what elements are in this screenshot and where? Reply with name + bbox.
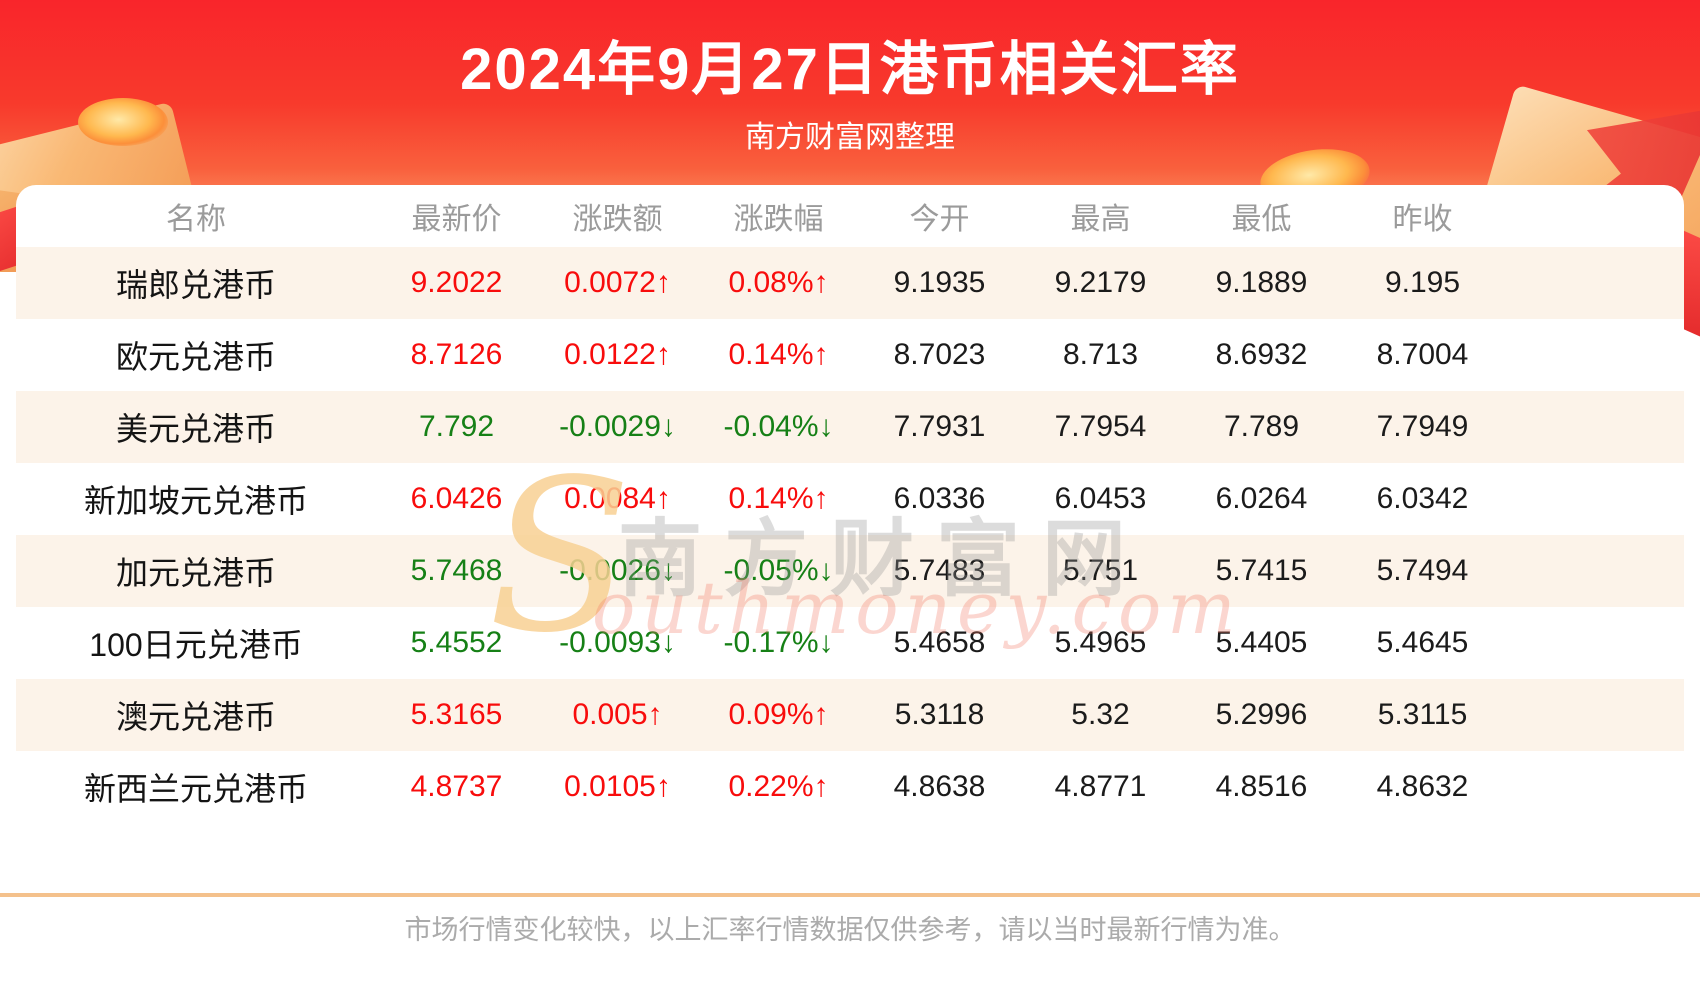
table-header-row: 名称 最新价 涨跌额 涨跌幅 今开 最高 最低 昨收 <box>16 185 1684 247</box>
low-value: 9.1889 <box>1215 266 1308 299</box>
change-percent-value: 0.14%↑ <box>728 338 829 371</box>
prev-close-value: 6.0342 <box>1376 482 1469 515</box>
last-price-value: 5.3165 <box>410 698 503 731</box>
change-percent-value: 0.22%↑ <box>728 770 829 803</box>
open-value: 9.1935 <box>893 266 986 299</box>
change-percent-value: 0.08%↑ <box>728 266 829 299</box>
currency-pair-name: 加元兑港币 <box>115 555 276 591</box>
high-value: 5.751 <box>1062 554 1139 587</box>
column-header-name: 名称 <box>166 203 226 236</box>
table-row: 欧元兑港币 8.7126 0.0122↑ 0.14%↑ 8.7023 8.713… <box>16 319 1684 391</box>
currency-pair-name: 瑞郎兑港币 <box>115 267 276 303</box>
change-percent-value: -0.17%↓ <box>723 626 834 659</box>
table-row: 美元兑港币 7.792 -0.0029↓ -0.04%↓ 7.7931 7.79… <box>16 391 1684 463</box>
currency-pair-name: 澳元兑港币 <box>115 699 276 735</box>
currency-pair-name: 新西兰元兑港币 <box>83 771 308 807</box>
last-price-value: 5.4552 <box>410 626 503 659</box>
low-value: 5.4405 <box>1215 626 1308 659</box>
high-value: 4.8771 <box>1054 770 1147 803</box>
footer-divider <box>0 893 1700 897</box>
table-row: 新加坡元兑港币 6.0426 0.0084↑ 0.14%↑ 6.0336 6.0… <box>16 463 1684 535</box>
table-row: 加元兑港币 5.7468 -0.0026↓ -0.05%↓ 5.7483 5.7… <box>16 535 1684 607</box>
high-value: 7.7954 <box>1054 410 1147 443</box>
prev-close-value: 5.4645 <box>1376 626 1469 659</box>
open-value: 4.8638 <box>893 770 986 803</box>
last-price-value: 7.792 <box>418 410 495 443</box>
high-value: 6.0453 <box>1054 482 1147 515</box>
low-value: 6.0264 <box>1215 482 1308 515</box>
high-value: 5.32 <box>1071 698 1130 731</box>
open-value: 8.7023 <box>893 338 986 371</box>
prev-close-value: 9.195 <box>1384 266 1461 299</box>
currency-pair-name: 新加坡元兑港币 <box>83 483 308 519</box>
open-value: 5.4658 <box>893 626 986 659</box>
currency-pair-name: 100日元兑港币 <box>89 627 303 663</box>
column-header-prev: 昨收 <box>1392 203 1453 236</box>
prev-close-value: 4.8632 <box>1376 770 1469 803</box>
low-value: 7.789 <box>1223 410 1300 443</box>
column-header-high: 最高 <box>1070 203 1131 236</box>
page-subtitle: 南方财富网整理 <box>745 121 955 154</box>
last-price-value: 9.2022 <box>410 266 503 299</box>
change-amount-value: 0.0072↑ <box>564 266 671 299</box>
low-value: 5.7415 <box>1215 554 1308 587</box>
change-amount-value: 0.005↑ <box>572 698 663 731</box>
low-value: 8.6932 <box>1215 338 1308 371</box>
low-value: 4.8516 <box>1215 770 1308 803</box>
last-price-value: 8.7126 <box>410 338 503 371</box>
table-row: 新西兰元兑港币 4.8737 0.0105↑ 0.22%↑ 4.8638 4.8… <box>16 751 1684 823</box>
page-title: 2024年9月27日港币相关汇率 <box>460 37 1240 102</box>
footer-disclaimer: 市场行情变化较快，以上汇率行情数据仅供参考，请以当时最新行情为准。 <box>404 915 1296 945</box>
column-header-pct: 涨跌幅 <box>733 203 824 236</box>
column-header-change: 涨跌额 <box>572 203 663 236</box>
high-value: 5.4965 <box>1054 626 1147 659</box>
table-row: 澳元兑港币 5.3165 0.005↑ 0.09%↑ 5.3118 5.32 5… <box>16 679 1684 751</box>
high-value: 9.2179 <box>1054 266 1147 299</box>
table-body: 瑞郎兑港币 9.2022 0.0072↑ 0.08%↑ 9.1935 9.217… <box>16 247 1684 823</box>
change-percent-value: 0.09%↑ <box>728 698 829 731</box>
last-price-value: 4.8737 <box>410 770 503 803</box>
low-value: 5.2996 <box>1215 698 1308 731</box>
change-percent-value: 0.14%↑ <box>728 482 829 515</box>
change-amount-value: 0.0122↑ <box>564 338 671 371</box>
change-amount-value: 0.0084↑ <box>564 482 671 515</box>
prev-close-value: 7.7949 <box>1376 410 1469 443</box>
last-price-value: 5.7468 <box>410 554 503 587</box>
change-percent-value: -0.04%↓ <box>723 410 834 443</box>
rates-table-card: 名称 最新价 涨跌额 涨跌幅 今开 最高 最低 昨收 瑞郎兑港币 9.2022 … <box>16 185 1684 823</box>
change-amount-value: 0.0105↑ <box>564 770 671 803</box>
open-value: 5.7483 <box>893 554 986 587</box>
column-header-low: 最低 <box>1231 203 1292 236</box>
open-value: 6.0336 <box>893 482 986 515</box>
last-price-value: 6.0426 <box>410 482 503 515</box>
change-amount-value: -0.0026↓ <box>559 554 676 587</box>
column-header-last: 最新价 <box>411 203 502 236</box>
prev-close-value: 5.3115 <box>1377 698 1468 731</box>
prev-close-value: 5.7494 <box>1376 554 1469 587</box>
prev-close-value: 8.7004 <box>1376 338 1469 371</box>
currency-pair-name: 美元兑港币 <box>115 411 276 447</box>
open-value: 5.3118 <box>894 698 985 731</box>
change-amount-value: -0.0093↓ <box>559 626 676 659</box>
high-value: 8.713 <box>1062 338 1139 371</box>
table-row: 瑞郎兑港币 9.2022 0.0072↑ 0.08%↑ 9.1935 9.217… <box>16 247 1684 319</box>
open-value: 7.7931 <box>893 410 986 443</box>
currency-pair-name: 欧元兑港币 <box>115 339 276 375</box>
change-percent-value: -0.05%↓ <box>723 554 834 587</box>
column-header-open: 今开 <box>909 203 970 236</box>
table-row: 100日元兑港币 5.4552 -0.0093↓ -0.17%↓ 5.4658 … <box>16 607 1684 679</box>
change-amount-value: -0.0029↓ <box>559 410 676 443</box>
